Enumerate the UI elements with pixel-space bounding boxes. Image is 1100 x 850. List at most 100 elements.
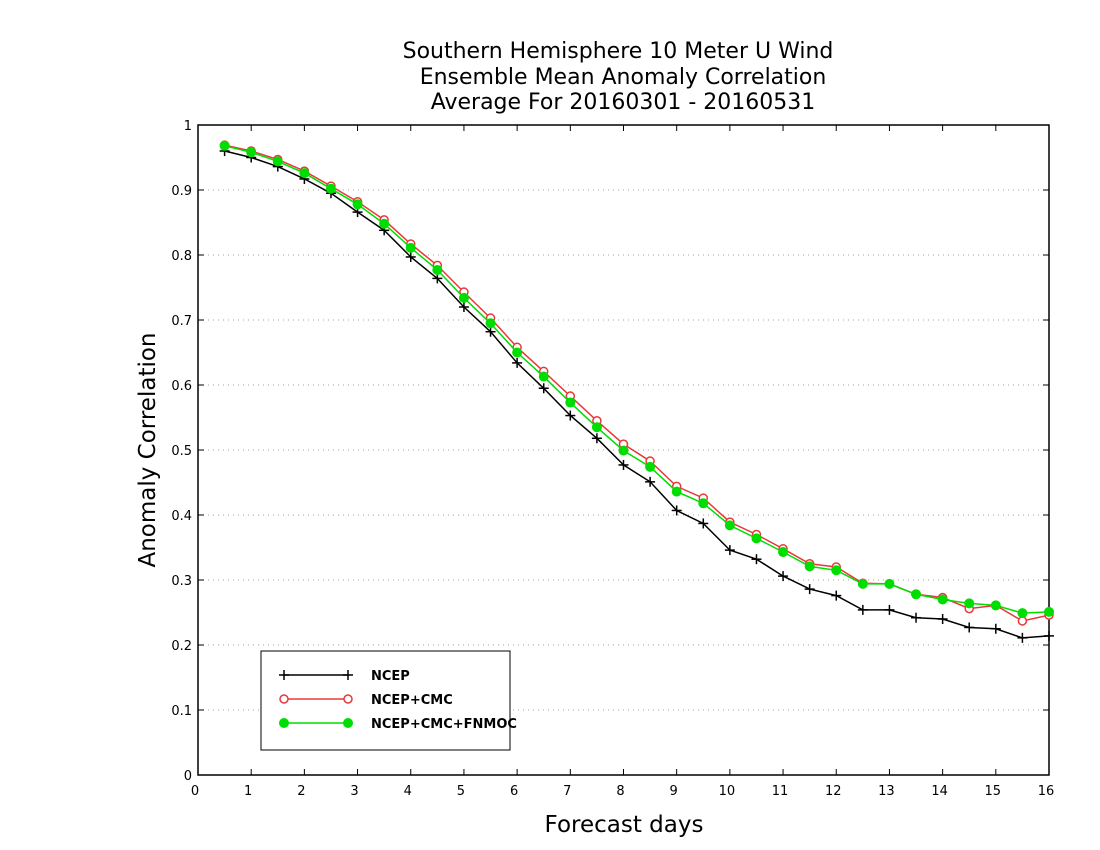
series-2-point-16: [645, 461, 656, 472]
series-0-point-30: [1017, 632, 1028, 643]
series-0-point-10: [485, 326, 496, 337]
series-line-2: [224, 145, 1050, 614]
y-tick-label-5: 0.5: [171, 444, 192, 459]
series-2-point-10: [485, 318, 496, 329]
x-tick-label-13: 13: [878, 784, 895, 799]
x-axis-label: Forecast days: [545, 812, 704, 838]
series-2-point-22: [804, 561, 815, 572]
y-tick-label-8: 0.8: [171, 249, 192, 264]
x-tick-label-4: 4: [404, 784, 412, 799]
series-0-point-22: [804, 584, 815, 595]
series-line-1: [224, 144, 1050, 622]
series-2-point-31: [1044, 606, 1054, 617]
series-2-point-7: [405, 242, 416, 253]
series-2-point-21: [778, 547, 789, 558]
y-tick-label-3: 0.3: [171, 574, 192, 589]
y-tick-label-6: 0.6: [171, 379, 192, 394]
legend-item-0: NCEP: [279, 669, 410, 684]
legend-marker-end-1: [343, 694, 353, 704]
y-axis-label: Anomaly Correlation: [135, 332, 161, 567]
x-tick-label-5: 5: [457, 784, 465, 799]
series-2-point-23: [831, 565, 842, 576]
chart-title-line-3: Average For 20160301 - 20160531: [431, 90, 816, 115]
series-2-point-17: [671, 486, 682, 497]
legend-label-0: NCEP: [371, 669, 410, 684]
x-tick-label-2: 2: [297, 784, 305, 799]
y-tick-label-0: 0: [184, 769, 192, 784]
legend-label-2: NCEP+CMC+FNMOC: [371, 717, 517, 732]
series-0-point-13: [565, 410, 576, 421]
legend-label-1: NCEP+CMC: [371, 693, 453, 708]
series-0-point-25: [884, 604, 895, 615]
series-0-point-31: [1044, 630, 1054, 641]
series-2-point-27: [937, 594, 948, 605]
series-0-point-8: [432, 273, 443, 284]
series-2-point-20: [751, 533, 762, 544]
series-0-point-9: [458, 302, 469, 312]
chart-title-line-1: Southern Hemisphere 10 Meter U Wind: [403, 39, 834, 64]
y-tick-label-10: 1: [184, 119, 192, 134]
legend-marker-start-1: [279, 694, 289, 704]
x-tick-label-12: 12: [825, 784, 842, 799]
series-0-point-18: [698, 518, 709, 529]
series-2-point-25: [884, 578, 895, 589]
legend-item-1: NCEP+CMC: [279, 693, 453, 708]
series-2-point-9: [458, 292, 469, 303]
series-2-point-19: [724, 520, 735, 531]
series-2-point-3: [299, 168, 310, 179]
series-2-point-26: [911, 589, 922, 600]
series-0-point-19: [724, 545, 735, 556]
x-tick-label-16: 16: [1038, 784, 1055, 799]
y-tick-label-2: 0.2: [171, 639, 192, 654]
y-tick-label-4: 0.4: [171, 509, 192, 524]
series-0-point-17: [671, 505, 682, 516]
y-tick-label-1: 0.1: [171, 704, 192, 719]
series-2: [219, 140, 1054, 619]
x-tick-label-1: 1: [244, 784, 252, 799]
series-0-point-26: [911, 612, 922, 623]
series-0-point-12: [538, 383, 549, 394]
x-tick-label-14: 14: [931, 784, 948, 799]
x-tick-label-11: 11: [772, 784, 789, 799]
legend-box: [260, 650, 511, 751]
chart-title-line-2: Ensemble Mean Anomaly Correlation: [420, 65, 827, 90]
x-tick-label-10: 10: [719, 784, 736, 799]
series-2-point-28: [964, 598, 975, 609]
series-line-0: [224, 150, 1050, 639]
x-tick-label-7: 7: [563, 784, 571, 799]
series-0-point-29: [990, 623, 1001, 634]
series-2-point-30: [1017, 608, 1028, 619]
series-0-point-20: [751, 554, 762, 565]
x-tick-label-3: 3: [350, 784, 358, 799]
series-0-point-15: [618, 459, 629, 470]
series-1: [219, 140, 1054, 626]
plot-series: [219, 140, 1054, 643]
series-2-point-18: [698, 498, 709, 509]
series-2-point-6: [379, 218, 390, 229]
series-2-point-12: [538, 371, 549, 382]
legend-marker-end-0: [343, 670, 353, 680]
series-0-point-21: [778, 571, 789, 582]
x-tick-label-8: 8: [616, 784, 624, 799]
tick-labels: 0 1 2 3 4 5 6 7 8 9 10 11 12 13 14 15 1600.10.20.30.40.5…: [171, 119, 1054, 799]
y-tick-label-7: 0.7: [171, 314, 192, 329]
x-tick-label-0: 0: [191, 784, 199, 799]
legend-marker-start-2: [279, 718, 289, 728]
series-2-point-4: [325, 183, 336, 194]
legend-item-2: NCEP+CMC+FNMOC: [279, 717, 517, 732]
legend-marker-end-2: [343, 718, 353, 728]
x-tick-label-15: 15: [985, 784, 1002, 799]
series-2-point-14: [591, 422, 602, 433]
chart-title: Southern Hemisphere 10 Meter U Wind Ense…: [403, 39, 834, 115]
y-tick-label-9: 0.9: [171, 184, 192, 199]
series-2-point-24: [857, 578, 868, 589]
series-2-point-1: [246, 147, 257, 158]
series-2-point-8: [432, 264, 443, 275]
series-2-point-5: [352, 199, 363, 210]
legend-marker-start-0: [279, 670, 289, 680]
series-0-point-23: [831, 590, 842, 601]
series-2-point-13: [565, 397, 576, 408]
series-2-point-0: [219, 140, 230, 151]
series-2-point-15: [618, 445, 629, 456]
